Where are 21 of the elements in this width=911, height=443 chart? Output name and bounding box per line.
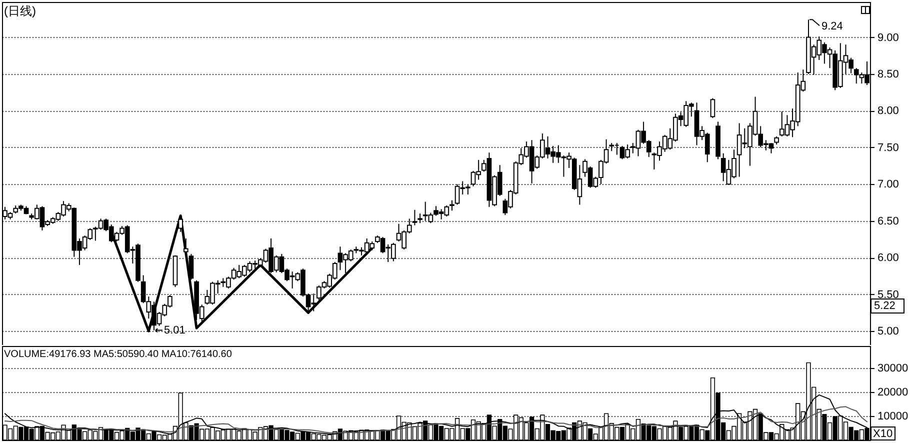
y-tick-label: 7.00 (878, 178, 899, 191)
y-tick-label: 9.00 (878, 32, 899, 44)
annotation: 5.01 (164, 324, 186, 336)
y-tick-label: 30000 (878, 362, 908, 375)
y-tick-label: 8.00 (878, 105, 899, 118)
y-tick-label: 8.50 (878, 68, 899, 80)
y-tick-label: 10000 (878, 410, 908, 423)
y-tick-label: 20000 (878, 386, 908, 399)
text: X10 (873, 428, 893, 440)
y-tick-label: 6.00 (878, 252, 899, 264)
y-tick-label: 6.50 (878, 215, 899, 228)
candlestick (418, 213, 422, 224)
chart-title: VOLUME:49176.93 MA5:50590.40 MA10:76140.60 (4, 349, 232, 360)
chart-title: (日线) (4, 4, 36, 18)
annotation: 9.24 (821, 20, 843, 33)
y-tick-label: 7.50 (878, 142, 899, 154)
text: 5.22 (874, 300, 896, 312)
candlestick (450, 200, 454, 212)
line-series (4, 406, 868, 434)
y-tick-label: 5.00 (878, 326, 899, 338)
y-tick-label: 5.50 (878, 288, 899, 301)
